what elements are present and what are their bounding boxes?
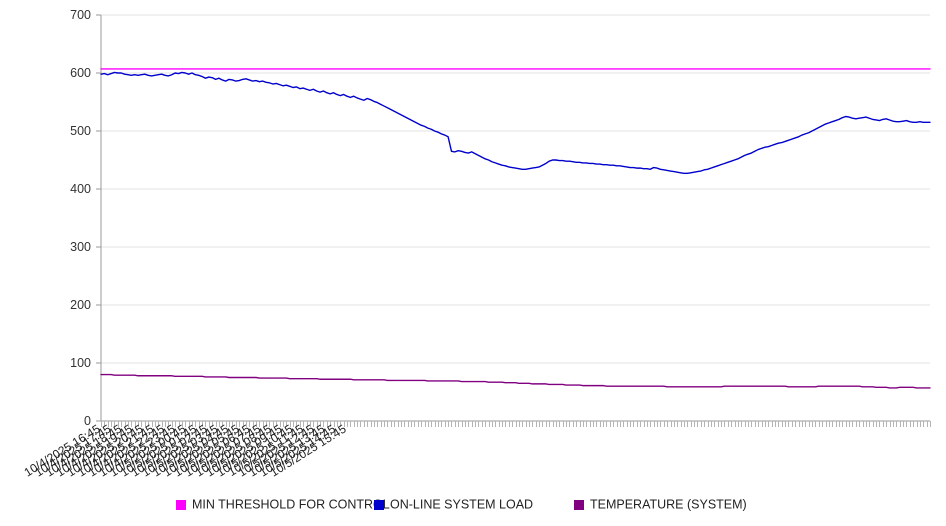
legend-swatch (574, 500, 584, 510)
y-tick-label: 600 (70, 66, 91, 80)
y-tick-label: 300 (70, 240, 91, 254)
chart-legend: MIN THRESHOLD FOR CONTROL ON-LINE SYSTEM … (176, 497, 747, 511)
y-tick-label: 400 (70, 182, 91, 196)
y-tick-label: 0 (84, 414, 91, 428)
series-line (100, 71, 931, 175)
legend-label: ON-LINE SYSTEM LOAD (390, 497, 533, 511)
legend-label: TEMPERATURE (SYSTEM) (590, 497, 747, 511)
series-line (100, 373, 931, 389)
y-tick-label: 500 (70, 124, 91, 138)
y-axis: 0 100 200 300 400 500 600 700 (70, 8, 102, 428)
y-tick-label: 100 (70, 356, 91, 370)
gridlines (101, 14, 930, 364)
y-tick-label: 700 (70, 8, 91, 22)
x-axis (101, 420, 931, 427)
y-tick-label: 200 (70, 298, 91, 312)
legend-swatch (176, 500, 186, 510)
legend-swatch (374, 500, 384, 510)
legend-label: MIN THRESHOLD FOR CONTROL (192, 497, 390, 511)
series-lines (100, 68, 931, 389)
